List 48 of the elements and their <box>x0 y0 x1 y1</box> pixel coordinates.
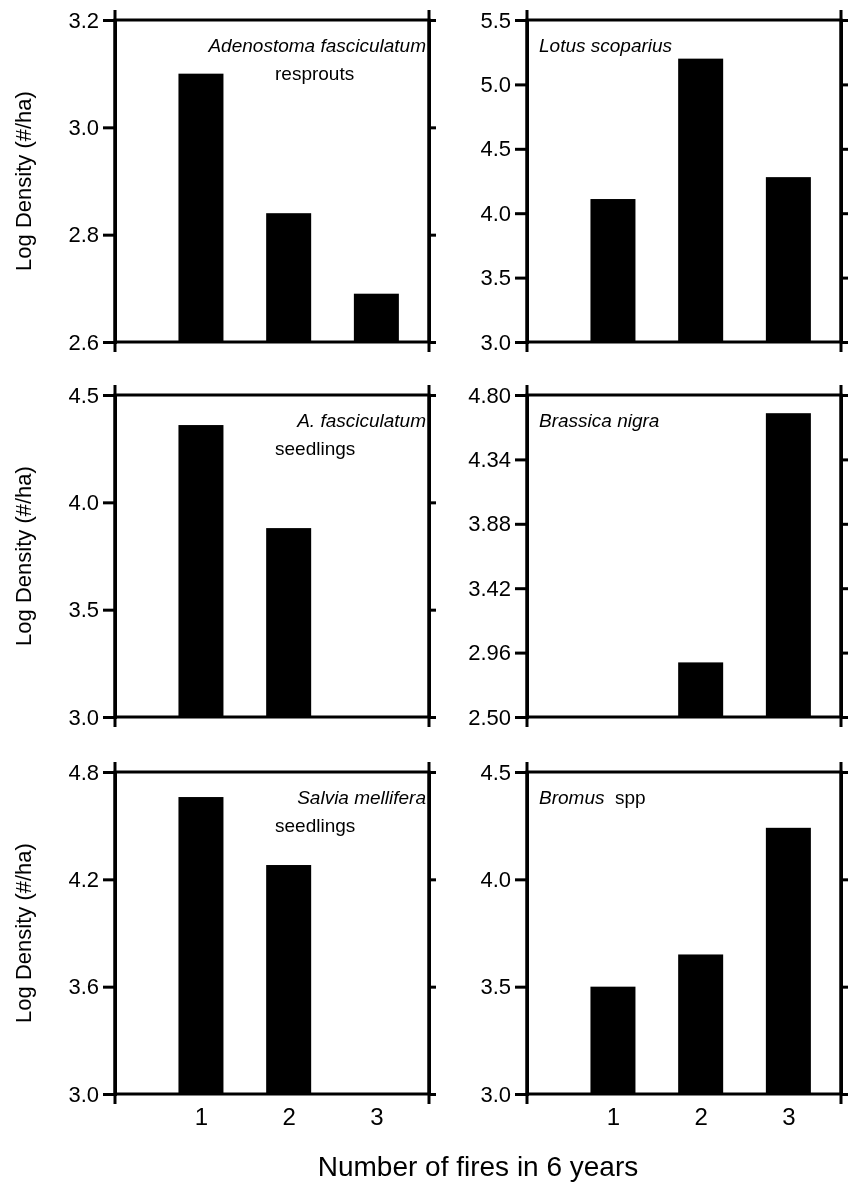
text: spp <box>615 787 646 808</box>
text: Brassica nigra <box>539 410 660 431</box>
y-axis-title: Log Density (#/ha) <box>11 91 36 271</box>
y-tick-label: 4.5 <box>480 136 511 162</box>
x-tick-label: 1 <box>606 1103 621 1131</box>
y-tick-label: 5.0 <box>480 71 511 97</box>
y-axis-title: Log Density (#/ha) <box>11 843 36 1023</box>
x-tick-label: 1 <box>194 1103 209 1131</box>
y-tick-label: 2.8 <box>68 222 99 248</box>
y-tick-label: 3.42 <box>468 575 511 601</box>
y-tick-label: 3.5 <box>480 974 511 1000</box>
y-tick-label: 4.0 <box>480 200 511 226</box>
y-tick-label: 3.6 <box>68 974 99 1000</box>
y-tick-label: 3.0 <box>68 1081 99 1107</box>
y-tick-label: 4.0 <box>480 866 511 892</box>
y-tick-label: 3.88 <box>468 511 511 537</box>
y-tick-label: 4.2 <box>68 866 99 892</box>
y-tick-label: 4.8 <box>68 759 99 785</box>
y-tick-label: 4.0 <box>68 489 99 515</box>
text: A. fasciculatum <box>296 410 426 431</box>
y-tick-label: 4.5 <box>68 382 99 408</box>
x-tick-label: 3 <box>370 1103 384 1131</box>
y-tick-label: 3.0 <box>480 329 511 355</box>
y-tick-label: 3.0 <box>68 704 99 730</box>
y-tick-label: 3.2 <box>68 7 99 33</box>
y-tick-label: 4.34 <box>468 446 511 472</box>
y-tick-label: 2.6 <box>68 329 99 355</box>
y-tick-label: 3.0 <box>68 114 99 140</box>
x-tick-label: 2 <box>694 1103 708 1131</box>
y-tick-label: 3.5 <box>68 597 99 623</box>
y-tick-label: 2.96 <box>468 640 511 666</box>
y-tick-label: 4.5 <box>480 759 511 785</box>
x-axis-title: Number of fires in 6 years <box>317 1151 639 1182</box>
text: Adenostoma fasciculatum <box>207 35 426 56</box>
y-axis-title: Log Density (#/ha) <box>11 466 36 646</box>
x-tick-label: 2 <box>282 1103 296 1131</box>
text: resprouts <box>275 63 355 84</box>
y-tick-label: 3.0 <box>480 1081 511 1107</box>
text: seedlings <box>275 815 356 836</box>
text: Lotus scoparius <box>539 35 673 56</box>
text: Salvia mellifera <box>297 787 426 808</box>
y-tick-label: 3.5 <box>480 265 511 291</box>
text: Bromus <box>539 787 605 808</box>
y-tick-label: 4.80 <box>468 382 511 408</box>
y-tick-label: 5.5 <box>480 7 511 33</box>
x-tick-label: 3 <box>782 1103 796 1131</box>
y-tick-label: 2.50 <box>468 704 511 730</box>
text: seedlings <box>275 438 356 459</box>
